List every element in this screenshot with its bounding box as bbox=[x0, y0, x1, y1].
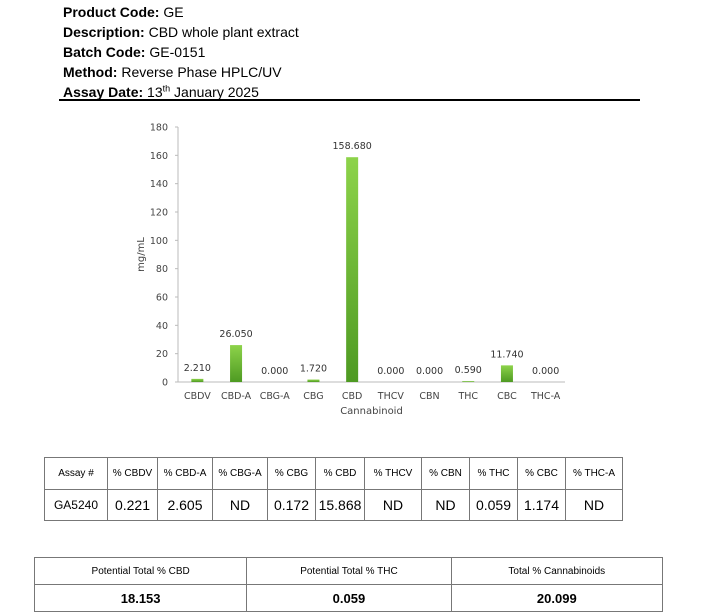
y-axis-label: mg/mL bbox=[136, 237, 147, 272]
assay-date-label: Assay Date: bbox=[63, 84, 144, 100]
assay-header-cell: % CBD-A bbox=[157, 457, 213, 490]
data-label: 2.210 bbox=[184, 363, 211, 374]
assay-header-cell: % CBG-A bbox=[212, 457, 268, 490]
bar-cbd bbox=[346, 157, 359, 382]
data-label: 0.000 bbox=[377, 366, 404, 377]
assay-value-cell: ND bbox=[565, 489, 623, 521]
assay-header-cell: % THCV bbox=[364, 457, 422, 490]
method-value: Reverse Phase HPLC/UV bbox=[121, 64, 282, 80]
totals-header-cell: Potential Total % THC bbox=[246, 557, 452, 585]
assay-date-suffix: th bbox=[162, 83, 171, 94]
x-tick-label: THC bbox=[457, 391, 478, 402]
assay-table-row: GA5240 0.221 2.605 ND 0.172 15.868 ND ND 0.059 1.… bbox=[44, 489, 623, 521]
assay-date-day: 13 bbox=[147, 84, 163, 100]
bar-cbc bbox=[500, 365, 513, 382]
assay-header-cell: % THC bbox=[469, 457, 518, 490]
product-code-line: Product Code: GE bbox=[63, 2, 643, 22]
y-tick-label: 180 bbox=[150, 123, 168, 134]
method-line: Method: Reverse Phase HPLC/UV bbox=[63, 62, 643, 82]
x-axis-label: Cannabinoid bbox=[340, 406, 403, 417]
x-tick-label: CBG-A bbox=[260, 391, 291, 402]
batch-code-line: Batch Code: GE-0151 bbox=[63, 42, 643, 62]
product-header: Product Code: GE Description: CBD whole … bbox=[63, 2, 643, 102]
x-tick-label: CBD-A bbox=[221, 391, 252, 402]
assay-header-cell: % CBD bbox=[315, 457, 365, 490]
totals-header-cell: Total % Cannabinoids bbox=[450, 557, 664, 585]
assay-date-rest: January 2025 bbox=[174, 84, 259, 100]
x-tick-label: CBD bbox=[342, 391, 362, 402]
totals-header-cell: Potential Total % CBD bbox=[33, 557, 248, 585]
data-label: 26.050 bbox=[219, 329, 252, 340]
assay-table: Assay #% CBDV% CBD-A% CBG-A% CBG% CBD% T… bbox=[44, 457, 623, 521]
assay-header-cell: % CBN bbox=[421, 457, 470, 490]
data-label: 158.680 bbox=[333, 141, 372, 152]
data-label: 11.740 bbox=[490, 349, 523, 360]
assay-value-cell: ND bbox=[421, 489, 470, 521]
assay-value-cell: ND bbox=[212, 489, 268, 521]
x-tick-label: CBG bbox=[303, 391, 323, 402]
description-label: Description: bbox=[63, 24, 145, 40]
y-tick-label: 120 bbox=[150, 208, 168, 219]
assay-value-cell: 0.059 bbox=[469, 489, 518, 521]
data-label: 0.000 bbox=[416, 366, 443, 377]
batch-code-label: Batch Code: bbox=[63, 44, 146, 60]
assay-value-cell: 15.868 bbox=[315, 489, 365, 521]
bar-cbd-a bbox=[230, 345, 243, 382]
description-line: Description: CBD whole plant extract bbox=[63, 22, 643, 42]
totals-value-cell: 18.153 bbox=[33, 584, 248, 612]
product-code-label: Product Code: bbox=[63, 4, 160, 20]
assay-value-cell: 1.174 bbox=[517, 489, 566, 521]
assay-date-line: Assay Date: 13th January 2025 bbox=[63, 82, 643, 102]
x-tick-label: CBN bbox=[419, 391, 439, 402]
assay-header-cell: % CBDV bbox=[107, 457, 158, 490]
cannabinoid-bar-chart: 0 20 40 60 80 100 120 140 160 180 mg/mL 2.210 CBDV 26… bbox=[125, 115, 585, 430]
assay-value-cell: GA5240 bbox=[44, 489, 108, 521]
assay-value-cell: 0.221 bbox=[107, 489, 158, 521]
y-tick-label: 0 bbox=[162, 378, 168, 389]
header-divider bbox=[59, 99, 640, 101]
x-tick-label: THCV bbox=[377, 391, 405, 402]
bar-cbg bbox=[307, 379, 320, 382]
assay-value-cell: 0.172 bbox=[267, 489, 316, 521]
totals-value-cell: 0.059 bbox=[246, 584, 452, 612]
y-tick-label: 80 bbox=[156, 264, 168, 275]
totals-value-row: 18.153 0.059 20.099 bbox=[33, 584, 664, 612]
y-tick-label: 40 bbox=[156, 321, 168, 332]
description-value: CBD whole plant extract bbox=[148, 24, 299, 40]
y-tick-label: 100 bbox=[150, 236, 168, 247]
x-tick-label: CBC bbox=[497, 391, 517, 402]
assay-header-cell: % CBC bbox=[517, 457, 566, 490]
totals-value-cell: 20.099 bbox=[450, 584, 664, 612]
bar-cbdv bbox=[191, 378, 204, 382]
assay-header-cell: Assay # bbox=[44, 457, 108, 490]
y-tick-label: 60 bbox=[156, 293, 168, 304]
assay-table-header-row: Assay #% CBDV% CBD-A% CBG-A% CBG% CBD% T… bbox=[44, 457, 623, 490]
y-tick-label: 20 bbox=[156, 349, 168, 360]
assay-value-cell: 2.605 bbox=[157, 489, 213, 521]
chart-svg: 0 20 40 60 80 100 120 140 160 180 mg/mL 2.210 CBDV 26… bbox=[136, 123, 565, 417]
assay-header-cell: % CBG bbox=[267, 457, 316, 490]
totals-table: Potential Total % CBD Potential Total % T… bbox=[33, 557, 664, 612]
data-label: 0.000 bbox=[261, 366, 288, 377]
totals-header-row: Potential Total % CBD Potential Total % T… bbox=[33, 557, 664, 585]
assay-header-cell: % THC-A bbox=[565, 457, 623, 490]
assay-value-cell: ND bbox=[364, 489, 422, 521]
x-tick-label: THC-A bbox=[530, 391, 561, 402]
product-code-value: GE bbox=[163, 4, 184, 20]
y-tick-label: 140 bbox=[150, 179, 168, 190]
data-label: 1.720 bbox=[300, 364, 327, 375]
data-label: 0.000 bbox=[532, 366, 559, 377]
y-tick-label: 160 bbox=[150, 151, 168, 162]
batch-code-value: GE-0151 bbox=[149, 44, 206, 60]
data-label: 0.590 bbox=[455, 365, 482, 376]
x-tick-label: CBDV bbox=[184, 391, 211, 402]
bar-thc bbox=[462, 381, 475, 382]
method-label: Method: bbox=[63, 64, 118, 80]
